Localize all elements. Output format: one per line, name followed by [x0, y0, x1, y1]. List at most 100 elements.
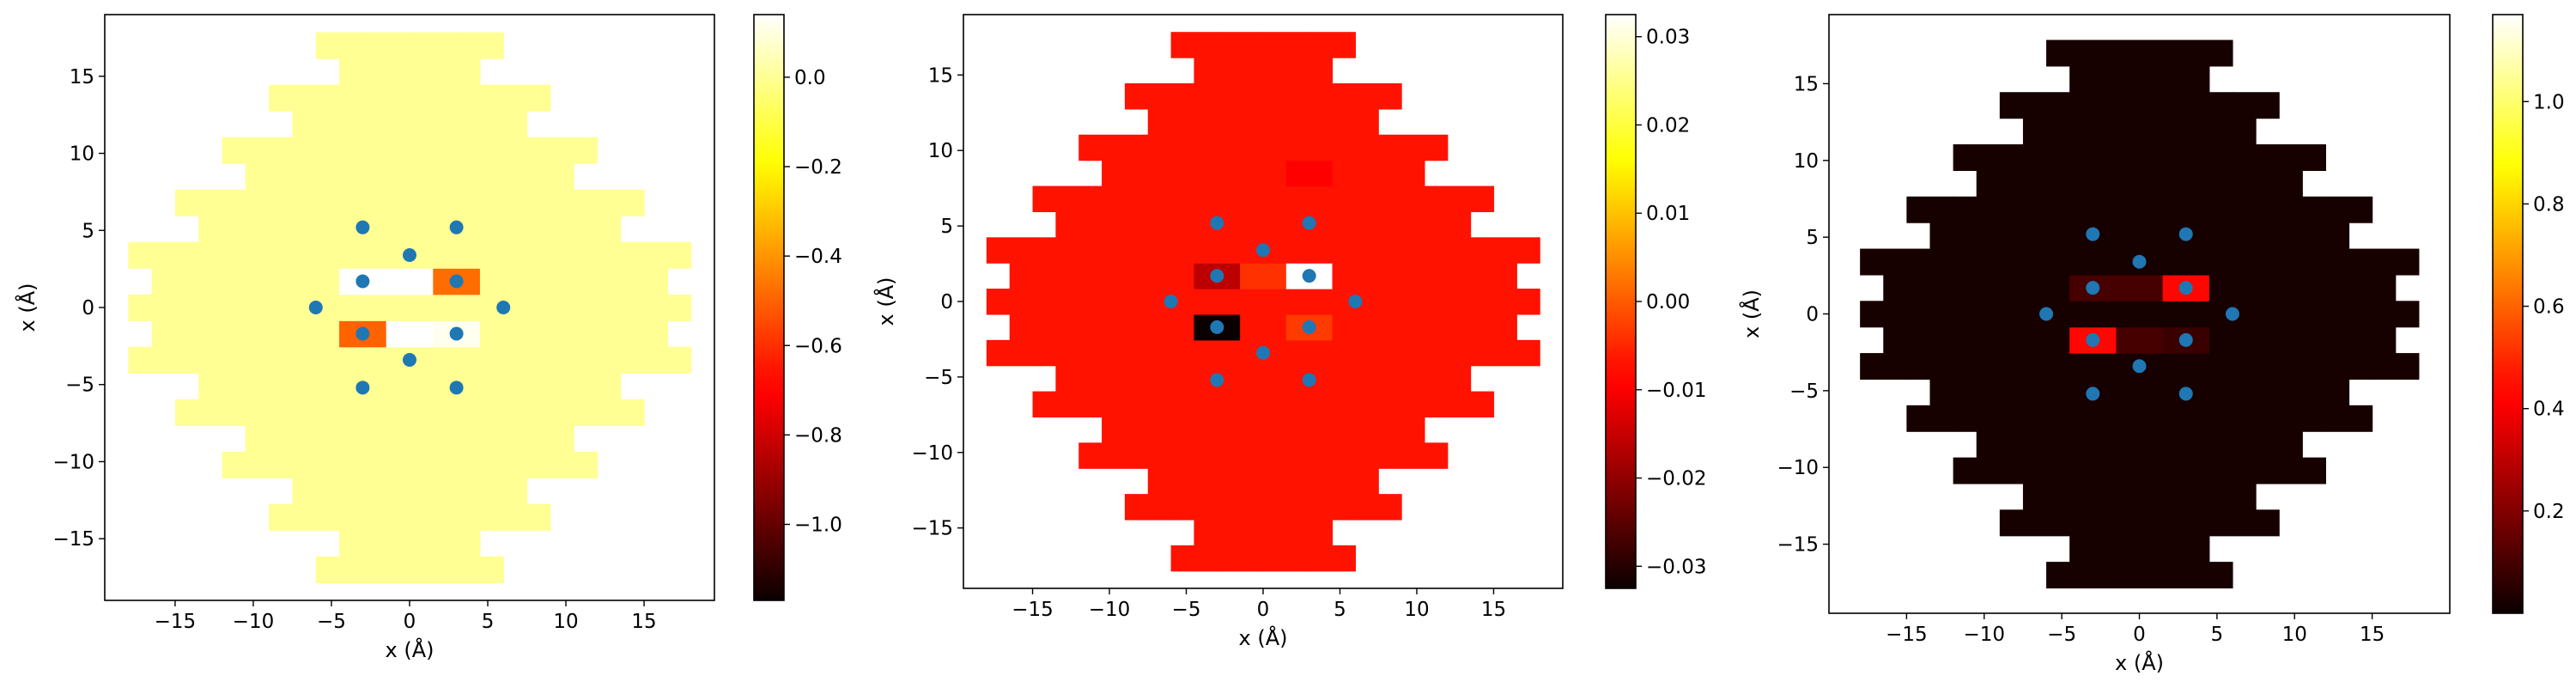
- atom-marker: [1210, 320, 1224, 334]
- atom-marker: [355, 326, 370, 341]
- heatmap-cell: [1124, 391, 1172, 418]
- heatmap-cell: [128, 346, 176, 374]
- heatmap-cell: [644, 346, 692, 374]
- heatmap-cell: [2256, 379, 2303, 406]
- colorbar-tick-label: −1.0: [794, 514, 842, 536]
- heatmap-cell: [1240, 211, 1287, 238]
- heatmap-cell: [315, 399, 363, 426]
- heatmap-cell: [503, 189, 551, 216]
- heatmap-cell: [1170, 289, 1218, 315]
- atom-marker: [355, 380, 370, 395]
- x-axis-label: x (Å): [1239, 625, 1288, 650]
- heatmap-cell: [1217, 82, 1264, 110]
- heatmap-cell: [1285, 417, 1334, 443]
- atom-marker: [449, 274, 464, 289]
- heatmap-cell: [1332, 314, 1379, 341]
- heatmap-cell: [2116, 222, 2164, 250]
- heatmap-cell: [269, 137, 317, 164]
- heatmap-cell: [174, 399, 223, 426]
- heatmap-cell: [2232, 196, 2280, 223]
- heatmap-cell: [1929, 326, 1978, 354]
- heatmap-cell: [2162, 483, 2210, 510]
- heatmap-cell: [128, 241, 176, 269]
- atom-marker: [2225, 307, 2239, 321]
- x-axis-label: x (Å): [2115, 650, 2164, 675]
- heatmap-cell: [1355, 442, 1402, 469]
- heatmap-cell: [1378, 211, 1425, 238]
- x-tick-label: 0: [404, 611, 416, 633]
- heatmap-cell: [339, 163, 387, 191]
- heatmap-cell: [386, 163, 434, 191]
- heatmap-cell: [1355, 82, 1402, 110]
- heatmap-cell: [2279, 301, 2326, 328]
- heatmap-cell: [2139, 353, 2187, 380]
- heatmap-cell: [1194, 468, 1241, 495]
- heatmap-cell: [1906, 353, 1954, 380]
- heatmap-cell: [2116, 326, 2164, 354]
- heatmap-cell: [174, 241, 223, 269]
- heatmap-cell: [2046, 457, 2093, 484]
- heatmap-cell: [1078, 339, 1126, 367]
- heatmap-cell: [2348, 274, 2397, 301]
- heatmap-cell: [1240, 160, 1287, 187]
- heatmap-cell: [1309, 289, 1356, 315]
- heatmap-cell: [456, 346, 504, 374]
- heatmap-cell: [269, 189, 317, 216]
- heatmap-cell: [2093, 457, 2141, 484]
- heatmap-cell: [550, 346, 598, 374]
- heatmap-cell: [2093, 196, 2141, 223]
- heatmap-cell: [2093, 353, 2141, 380]
- y-tick-label: −5: [924, 367, 953, 389]
- heatmap-cell: [339, 111, 387, 138]
- colorbar-tick-label: 0.0: [794, 67, 826, 89]
- heatmap-cell: [2069, 483, 2117, 510]
- heatmap-cell: [1194, 417, 1241, 443]
- heatmap-cell: [1124, 494, 1172, 520]
- heatmap-cell: [2232, 248, 2280, 276]
- heatmap-cell: [269, 241, 317, 269]
- heatmap-cell: [2046, 353, 2093, 380]
- heatmap-cell: [245, 320, 294, 348]
- heatmap-cell: [1147, 108, 1195, 136]
- atom-marker: [449, 326, 464, 341]
- heatmap-cell: [2185, 405, 2233, 432]
- heatmap-cell: [620, 268, 668, 295]
- heatmap-cell: [1078, 237, 1126, 264]
- heatmap-cell: [1355, 134, 1402, 161]
- heatmap-cell: [222, 137, 270, 164]
- heatmap-cell: [620, 320, 668, 348]
- atom-marker: [1256, 243, 1270, 258]
- heatmap-cell: [2139, 457, 2187, 484]
- colorbar-tick-label: 0.8: [2533, 193, 2565, 216]
- heatmap-cell: [410, 137, 458, 164]
- heatmap-cell: [386, 320, 434, 348]
- heatmap-cell: [245, 425, 294, 453]
- heatmap-cell: [2116, 65, 2164, 93]
- heatmap-cell: [386, 478, 434, 505]
- heatmap-cell: [1240, 314, 1287, 341]
- heatmap-cell: [386, 111, 434, 138]
- heatmap-cell: [1078, 289, 1126, 315]
- heatmap-cell: [174, 346, 223, 374]
- heatmap-cell: [315, 556, 363, 583]
- heatmap-cell: [1170, 32, 1218, 58]
- heatmap-cell: [2256, 222, 2303, 250]
- heatmap-cell: [1240, 108, 1287, 136]
- heatmap-cell: [2208, 222, 2257, 250]
- atom-markers: [308, 220, 511, 395]
- heatmap-cell: [362, 32, 410, 59]
- heatmap-cell: [2139, 92, 2187, 119]
- heatmap-cell: [1953, 405, 2001, 432]
- heatmap-cell: [2116, 118, 2164, 145]
- heatmap-cell: [1401, 237, 1449, 264]
- colorbar-tick-label: −0.2: [794, 156, 842, 179]
- heatmap-cell: [550, 137, 598, 164]
- y-tick-label: 0: [940, 291, 953, 314]
- heatmap-cell: [1976, 170, 2024, 198]
- heatmap-cell: [550, 189, 598, 216]
- heatmap-cell: [574, 268, 622, 295]
- heatmap-cell: [339, 530, 387, 557]
- heatmap-cell: [597, 189, 645, 216]
- heatmap-cell: [1263, 237, 1310, 264]
- heatmap-cell: [1953, 353, 2001, 380]
